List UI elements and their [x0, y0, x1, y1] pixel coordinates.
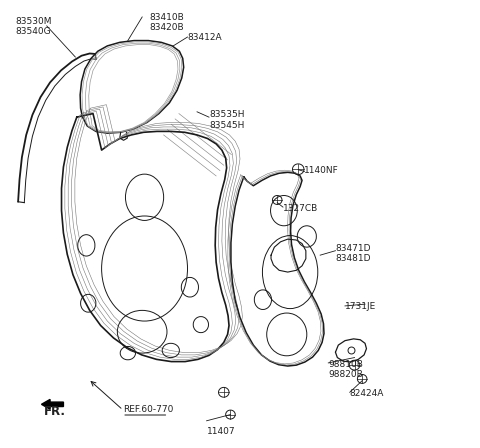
Text: 11407: 11407	[206, 426, 235, 435]
Text: FR.: FR.	[44, 405, 66, 418]
Text: 83535H
83545H: 83535H 83545H	[209, 111, 244, 130]
Text: 83412A: 83412A	[188, 33, 222, 42]
Text: 83530M
83540G: 83530M 83540G	[16, 17, 52, 36]
Text: 83410B
83420B: 83410B 83420B	[149, 13, 184, 32]
Text: 1731JE: 1731JE	[345, 302, 376, 311]
Text: REF.60-770: REF.60-770	[123, 405, 173, 414]
Text: 98810B
98820B: 98810B 98820B	[328, 360, 363, 379]
Text: 83471D
83481D: 83471D 83481D	[336, 244, 371, 263]
FancyArrow shape	[41, 400, 63, 409]
Text: 82424A: 82424A	[350, 389, 384, 398]
Text: 1140NF: 1140NF	[304, 166, 339, 175]
Text: 1327CB: 1327CB	[283, 204, 318, 213]
